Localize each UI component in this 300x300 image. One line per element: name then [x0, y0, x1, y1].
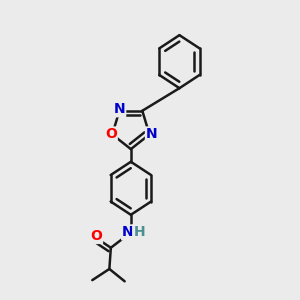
Text: N: N [122, 225, 134, 239]
Text: N: N [146, 128, 158, 142]
Text: H: H [133, 225, 145, 239]
Text: N: N [114, 102, 125, 116]
Text: O: O [105, 128, 117, 142]
Text: O: O [90, 229, 102, 243]
